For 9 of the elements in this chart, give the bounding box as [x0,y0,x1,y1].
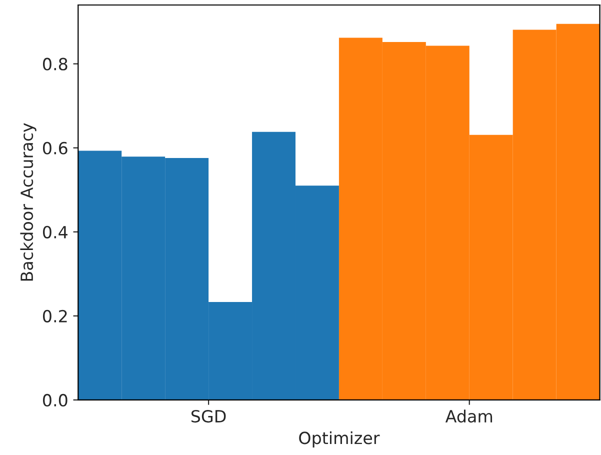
x-axis-title: Optimizer [299,431,380,448]
x-tick-label: Adam [445,410,492,423]
y-tick-label: 0.0 [43,394,68,407]
y-tick-label: 0.8 [43,58,68,70]
y-tick-label: 0.2 [43,310,67,322]
y-tick-label: 0.4 [43,226,68,238]
x-tick-label: SGD [191,410,226,423]
y-axis-title: Backdoor Accuracy [20,123,36,281]
y-tick-label: 0.6 [43,142,68,154]
